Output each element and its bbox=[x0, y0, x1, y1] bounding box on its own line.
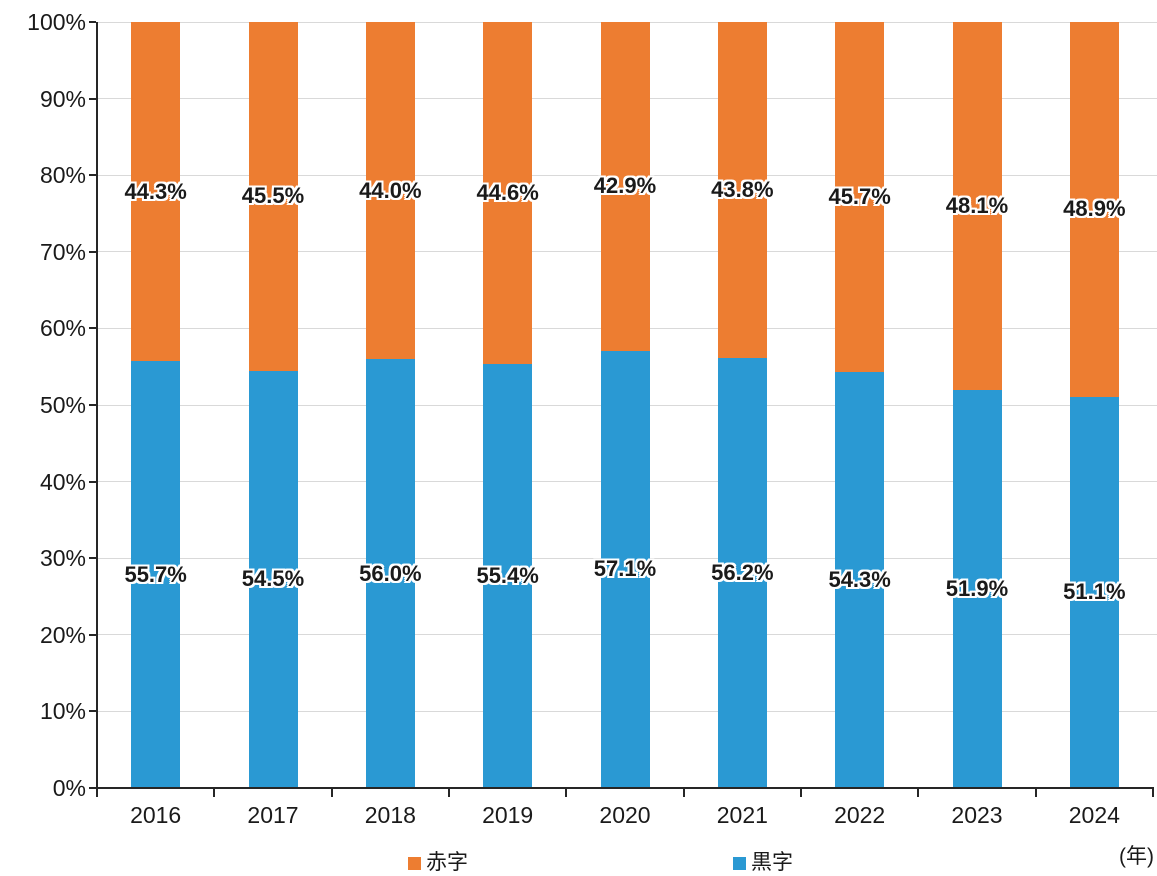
y-axis-tick bbox=[89, 557, 96, 560]
y-axis-tick bbox=[89, 480, 96, 483]
y-axis-tick bbox=[89, 21, 96, 23]
x-axis-tick bbox=[800, 789, 802, 797]
data-label-deficit: 42.9% bbox=[593, 173, 657, 199]
y-axis-tick bbox=[89, 787, 96, 789]
bar-segment-surplus bbox=[717, 357, 767, 788]
legend-item-deficit: 赤字 bbox=[408, 852, 468, 874]
y-axis-tick bbox=[89, 250, 96, 253]
bar-segment-surplus bbox=[365, 359, 415, 788]
y-axis-tick-label: 90% bbox=[39, 85, 86, 112]
x-axis-unit-label: (年) bbox=[1119, 845, 1154, 868]
x-axis-tick bbox=[1034, 789, 1037, 797]
x-axis-tick bbox=[448, 789, 450, 797]
y-axis-tick-label: 40% bbox=[39, 468, 86, 495]
x-axis-category-label: 2022 bbox=[834, 802, 886, 828]
data-label-surplus: 56.0% bbox=[359, 560, 422, 586]
x-axis-category-label: 2021 bbox=[716, 802, 768, 828]
y-axis-tick-label: 70% bbox=[39, 238, 86, 265]
bar-segment-deficit bbox=[483, 22, 533, 364]
data-label-deficit: 48.9% bbox=[1063, 196, 1126, 222]
y-axis-tick bbox=[89, 404, 96, 406]
bar-segment-surplus bbox=[483, 363, 533, 788]
x-axis-category-label: 2016 bbox=[130, 802, 182, 828]
legend-item-surplus: 黒字 bbox=[733, 852, 793, 874]
data-label-surplus: 54.5% bbox=[241, 566, 305, 592]
bar-segment-deficit bbox=[365, 22, 415, 360]
legend-label: 黒字 bbox=[751, 851, 793, 874]
y-axis-tick bbox=[89, 327, 96, 330]
bar-segment-deficit bbox=[600, 22, 650, 351]
x-axis-category-label: 2023 bbox=[951, 802, 1003, 828]
y-axis-tick-label: 60% bbox=[39, 315, 86, 342]
bar-segment-deficit bbox=[1069, 22, 1119, 397]
x-axis-tick bbox=[917, 789, 920, 797]
data-label-surplus: 51.9% bbox=[945, 576, 1009, 602]
data-label-deficit: 48.1% bbox=[945, 193, 1009, 219]
y-axis-tick bbox=[89, 710, 96, 713]
legend-swatch-surplus bbox=[733, 856, 746, 870]
bar-segment-deficit bbox=[248, 22, 298, 371]
x-axis-category-label: 2017 bbox=[247, 802, 299, 828]
bar-segment-surplus bbox=[600, 350, 650, 788]
y-axis-tick-label: 0% bbox=[52, 775, 86, 801]
y-axis-tick-label: 100% bbox=[27, 9, 86, 35]
data-label-deficit: 45.5% bbox=[241, 183, 305, 209]
y-axis-tick-label: 50% bbox=[39, 392, 86, 418]
data-label-deficit: 45.7% bbox=[828, 184, 891, 210]
y-axis-tick-label: 80% bbox=[39, 162, 86, 189]
data-label-deficit: 43.8% bbox=[711, 176, 774, 202]
bar-segment-deficit bbox=[131, 22, 181, 362]
data-label-surplus: 51.1% bbox=[1063, 579, 1126, 605]
data-label-surplus: 55.4% bbox=[476, 562, 539, 588]
bar-segment-deficit bbox=[717, 22, 767, 358]
bar-segment-surplus bbox=[952, 390, 1002, 788]
x-axis-tick bbox=[330, 789, 333, 797]
x-axis-category-label: 2020 bbox=[599, 802, 651, 828]
bar-segment-surplus bbox=[131, 361, 181, 788]
x-axis-tick bbox=[96, 789, 98, 797]
y-axis-tick-label: 20% bbox=[39, 621, 86, 648]
bar-segment-surplus bbox=[835, 372, 885, 788]
data-label-deficit: 44.0% bbox=[359, 177, 422, 203]
y-axis-line bbox=[96, 22, 98, 790]
data-label-surplus: 54.3% bbox=[828, 567, 891, 593]
y-axis-tick-label: 30% bbox=[39, 545, 86, 572]
y-axis-tick bbox=[89, 97, 96, 100]
x-axis-tick bbox=[1152, 789, 1154, 797]
x-axis-tick bbox=[682, 789, 685, 797]
y-axis-tick bbox=[89, 633, 96, 636]
data-label-surplus: 55.7% bbox=[124, 561, 187, 587]
x-axis-tick bbox=[565, 789, 568, 797]
y-axis-tick bbox=[89, 174, 96, 177]
bar-segment-surplus bbox=[248, 370, 298, 788]
x-axis-line bbox=[96, 787, 1154, 789]
bar-segment-surplus bbox=[1069, 396, 1119, 788]
y-axis-tick-label: 10% bbox=[39, 698, 86, 725]
legend-label: 赤字 bbox=[426, 851, 468, 874]
x-axis-category-label: 2024 bbox=[1068, 802, 1120, 828]
bar-segment-deficit bbox=[952, 22, 1002, 391]
x-axis-tick bbox=[213, 789, 216, 797]
legend-swatch-deficit bbox=[408, 856, 421, 870]
bar-segment-deficit bbox=[835, 22, 885, 373]
data-label-surplus: 56.2% bbox=[711, 559, 774, 585]
data-label-surplus: 57.1% bbox=[593, 556, 657, 582]
x-axis-category-label: 2018 bbox=[364, 802, 416, 828]
data-label-deficit: 44.3% bbox=[124, 178, 187, 204]
x-axis-category-label: 2019 bbox=[482, 802, 534, 828]
data-label-deficit: 44.6% bbox=[476, 179, 539, 205]
